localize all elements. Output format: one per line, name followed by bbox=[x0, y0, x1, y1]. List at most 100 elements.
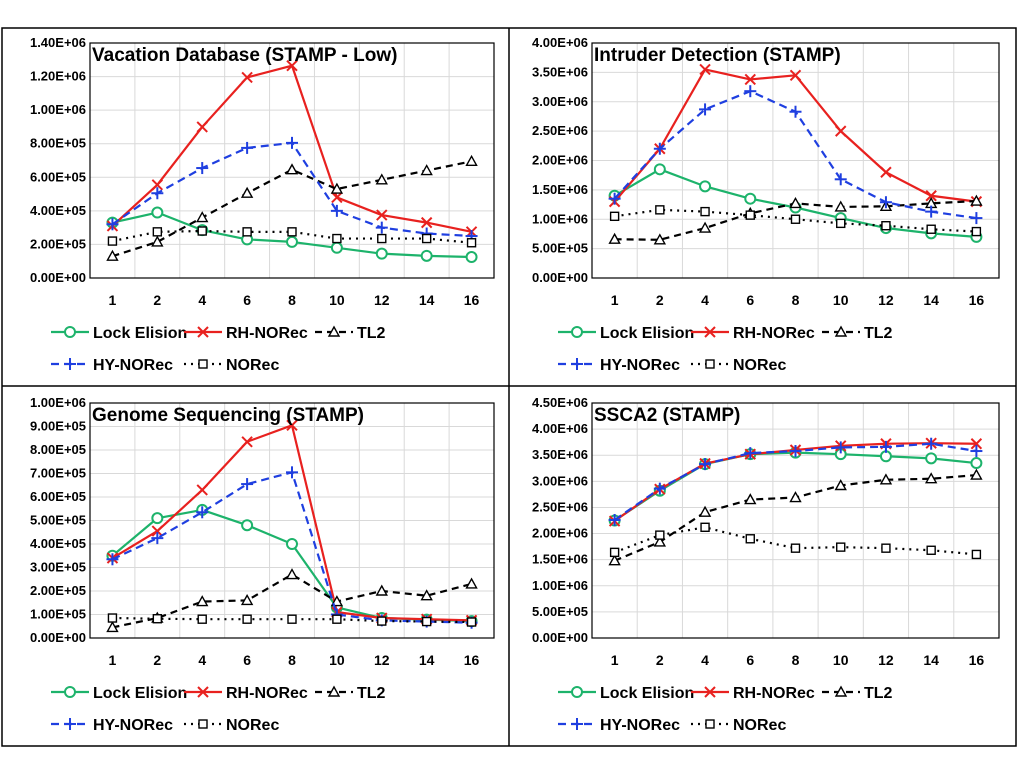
series-line-norec bbox=[614, 208, 977, 233]
series-line-rh-norec bbox=[613, 68, 977, 203]
data-point bbox=[152, 614, 163, 624]
data-point bbox=[152, 227, 163, 237]
legend-marker bbox=[571, 718, 583, 730]
data-point bbox=[377, 616, 387, 626]
data-point bbox=[608, 192, 621, 205]
data-point bbox=[789, 196, 802, 209]
data-point bbox=[287, 227, 297, 237]
series-hy-norec bbox=[608, 85, 983, 225]
legend-item-norec: NORec bbox=[691, 717, 786, 734]
y-tick-label: 6.00E+05 bbox=[30, 489, 86, 504]
data-point bbox=[286, 538, 298, 550]
y-tick-label: 3.50E+06 bbox=[532, 447, 588, 462]
series-line-lock-elision bbox=[111, 508, 472, 623]
y-tick-label: 3.00E+06 bbox=[532, 94, 588, 109]
legend-label: NORec bbox=[733, 717, 786, 734]
data-point bbox=[151, 206, 164, 219]
data-point bbox=[744, 447, 757, 460]
legend-marker bbox=[704, 686, 716, 698]
data-point bbox=[790, 214, 801, 224]
data-point bbox=[925, 190, 937, 202]
data-point bbox=[834, 200, 847, 212]
y-tick-label: 2.50E+06 bbox=[532, 123, 588, 138]
y-tick-label: 6.00E+05 bbox=[30, 169, 86, 184]
series-line-lock-elision bbox=[614, 451, 977, 522]
y-tick-label: 3.50E+06 bbox=[532, 64, 588, 79]
data-point bbox=[879, 440, 892, 453]
x-tick-label: 8 bbox=[288, 292, 296, 308]
data-point bbox=[241, 436, 253, 448]
data-point bbox=[151, 187, 164, 200]
legend-label: Lock Elision bbox=[600, 325, 694, 342]
legend-marker bbox=[704, 326, 716, 338]
legend-label: Lock Elision bbox=[93, 685, 187, 702]
data-point bbox=[925, 452, 938, 465]
data-point bbox=[286, 136, 298, 149]
y-tick-label: 0.00E+00 bbox=[30, 270, 86, 285]
data-point bbox=[420, 164, 433, 176]
data-point bbox=[151, 512, 164, 525]
data-point bbox=[790, 543, 801, 553]
data-point bbox=[375, 221, 388, 234]
x-tick-label: 10 bbox=[329, 652, 345, 668]
data-point bbox=[242, 614, 252, 624]
x-tick-label: 12 bbox=[878, 652, 894, 668]
legend-item-tl2: TL2 bbox=[822, 685, 893, 702]
plot-area bbox=[591, 42, 1000, 279]
data-point bbox=[834, 173, 847, 186]
legend-item-norec: NORec bbox=[691, 357, 786, 374]
x-tick-label: 16 bbox=[969, 292, 985, 308]
data-point bbox=[151, 532, 164, 545]
data-point bbox=[744, 85, 757, 98]
y-tick-label: 1.40E+06 bbox=[30, 35, 86, 50]
legend-marker bbox=[64, 718, 76, 730]
legend-item-lock-elision: Lock Elision bbox=[51, 325, 187, 342]
legend-label: RH-NORec bbox=[226, 685, 308, 702]
legend-label: RH-NORec bbox=[733, 325, 815, 342]
data-point bbox=[196, 506, 209, 519]
data-point bbox=[836, 218, 846, 229]
y-tick-label: 1.00E+06 bbox=[30, 395, 86, 410]
y-tick-label: 8.00E+05 bbox=[30, 442, 86, 457]
y-tick-label: 5.00E+05 bbox=[532, 604, 588, 619]
x-tick-label: 2 bbox=[153, 292, 161, 308]
legend-marker bbox=[571, 686, 583, 698]
data-point bbox=[240, 593, 254, 606]
data-point bbox=[107, 613, 118, 623]
chart-panel-3: 0.00E+00 1.00E+05 2.00E+05 3.00E+05 4.00E+05… bbox=[30, 395, 495, 734]
legend-item-rh-norec: RH-NORec bbox=[184, 685, 308, 702]
legend-item-tl2: TL2 bbox=[315, 685, 386, 702]
data-point bbox=[970, 194, 983, 206]
data-point bbox=[653, 482, 666, 495]
x-tick-label: 1 bbox=[611, 292, 619, 308]
data-point bbox=[196, 211, 209, 223]
x-tick-label: 8 bbox=[792, 292, 800, 308]
data-point bbox=[653, 142, 666, 155]
data-point bbox=[609, 211, 620, 222]
data-point bbox=[465, 154, 478, 167]
legend-label: TL2 bbox=[864, 325, 893, 342]
data-point bbox=[375, 173, 388, 185]
x-tick-label: 16 bbox=[969, 652, 985, 668]
legend-label: TL2 bbox=[357, 325, 386, 342]
data-point bbox=[465, 251, 478, 264]
data-point bbox=[377, 233, 387, 244]
legend-marker bbox=[705, 719, 715, 729]
data-point bbox=[926, 224, 936, 234]
legend: Lock Elision RH-NORec TL2 HY-NORec NORec bbox=[558, 685, 893, 734]
legend-item-norec: NORec bbox=[184, 717, 279, 734]
legend-item-rh-norec: RH-NORec bbox=[691, 325, 815, 342]
chart-panel-1: 0.00E+00 2.00E+05 4.00E+05 6.00E+05 8.00E+05… bbox=[30, 35, 495, 374]
series-norec bbox=[609, 522, 982, 560]
legend-label: TL2 bbox=[864, 685, 893, 702]
x-tick-label: 2 bbox=[153, 652, 161, 668]
data-point bbox=[420, 216, 433, 229]
y-tick-label: 1.00E+05 bbox=[30, 607, 86, 622]
data-point bbox=[836, 542, 846, 552]
legend-item-norec: NORec bbox=[184, 357, 279, 374]
data-point bbox=[970, 457, 983, 470]
x-tick-label: 8 bbox=[288, 652, 296, 668]
data-point bbox=[789, 69, 802, 82]
x-tick-label: 14 bbox=[419, 292, 435, 308]
